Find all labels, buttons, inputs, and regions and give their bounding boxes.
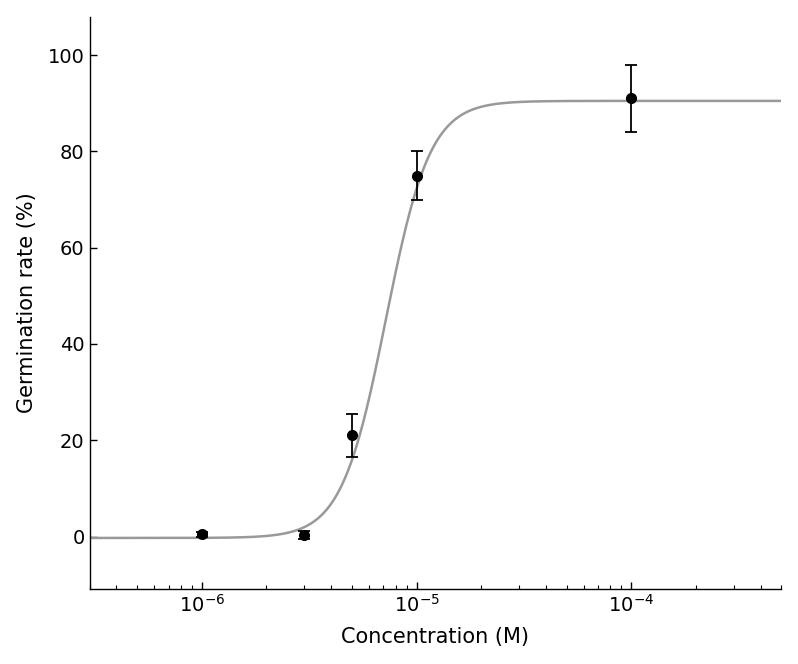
Y-axis label: Germination rate (%): Germination rate (%) <box>17 193 37 414</box>
X-axis label: Concentration (M): Concentration (M) <box>342 627 529 647</box>
